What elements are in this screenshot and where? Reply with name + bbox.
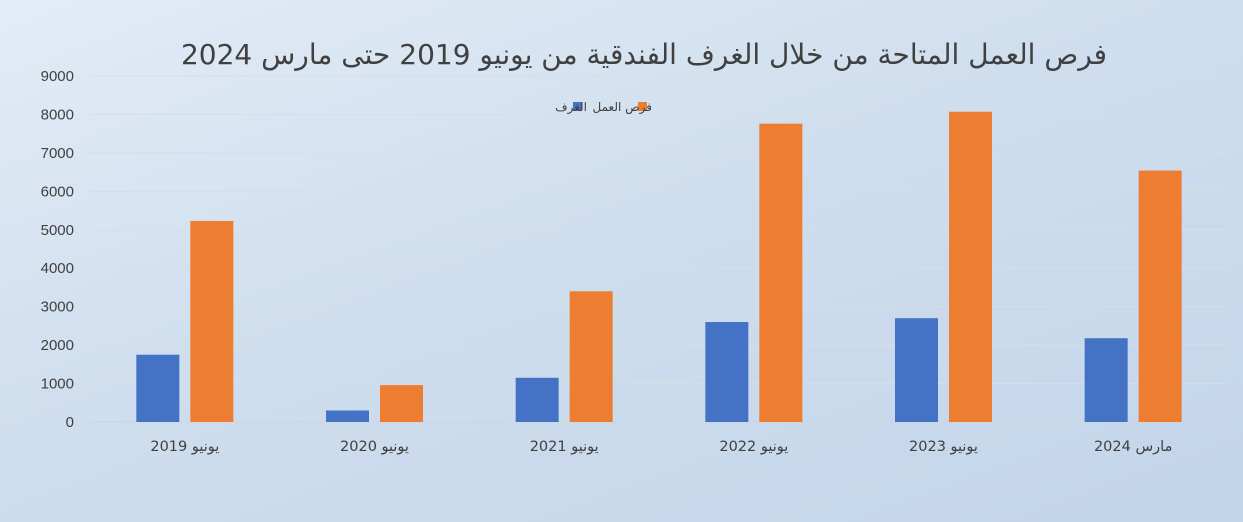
x-category-label: يونيو 2020 xyxy=(340,439,409,455)
bar-rooms xyxy=(515,377,559,422)
bars xyxy=(136,111,1182,423)
y-tick-label: 7000 xyxy=(41,145,74,162)
bar-rooms xyxy=(705,322,749,422)
y-tick-label: 2000 xyxy=(41,337,74,354)
y-tick-label: 3000 xyxy=(41,299,74,316)
y-tick-label: 8000 xyxy=(41,106,74,123)
x-category-label: يونيو 2022 xyxy=(719,439,788,455)
bar-rooms xyxy=(326,410,369,422)
bar-jobs xyxy=(759,123,803,422)
x-category-label: يونيو 2021 xyxy=(530,439,599,455)
legend: فرص العمل الغرف xyxy=(555,100,652,115)
gridlines xyxy=(90,75,1228,423)
legend-label: فرص العمل xyxy=(593,100,652,115)
x-category-label: يونيو 2023 xyxy=(909,439,978,455)
bar-jobs xyxy=(569,291,613,422)
y-tick-label: 0 xyxy=(66,414,74,431)
bar-jobs xyxy=(380,385,423,422)
y-tick-label: 4000 xyxy=(41,260,74,277)
y-tick-label: 1000 xyxy=(41,376,74,393)
x-category-label: يونيو 2019 xyxy=(150,439,219,455)
chart-title: فرص العمل المتاحة من خلال الغرف الفندقية… xyxy=(181,38,1107,71)
y-tick-label: 6000 xyxy=(41,183,74,200)
bar-jobs xyxy=(1138,170,1182,422)
legend-label: الغرف xyxy=(555,100,587,115)
y-tick-label: 9000 xyxy=(41,68,74,85)
legend-swatch xyxy=(638,102,647,111)
x-axis-labels: يونيو 2019 يونيو 2020 يونيو 2021 يونيو 2022… xyxy=(150,439,1172,455)
y-tick-label: 5000 xyxy=(41,222,74,239)
bar-rooms xyxy=(1084,338,1128,422)
bar-rooms xyxy=(136,354,180,422)
legend-swatch xyxy=(573,102,582,111)
bar-rooms xyxy=(895,318,938,422)
y-axis-ticks: 0 1000 2000 3000 4000 5000 6000 7000 8000 9000 xyxy=(41,68,74,431)
bar-jobs xyxy=(190,220,234,422)
bar-jobs xyxy=(949,111,992,423)
x-category-label: مارس 2024 xyxy=(1094,439,1172,455)
